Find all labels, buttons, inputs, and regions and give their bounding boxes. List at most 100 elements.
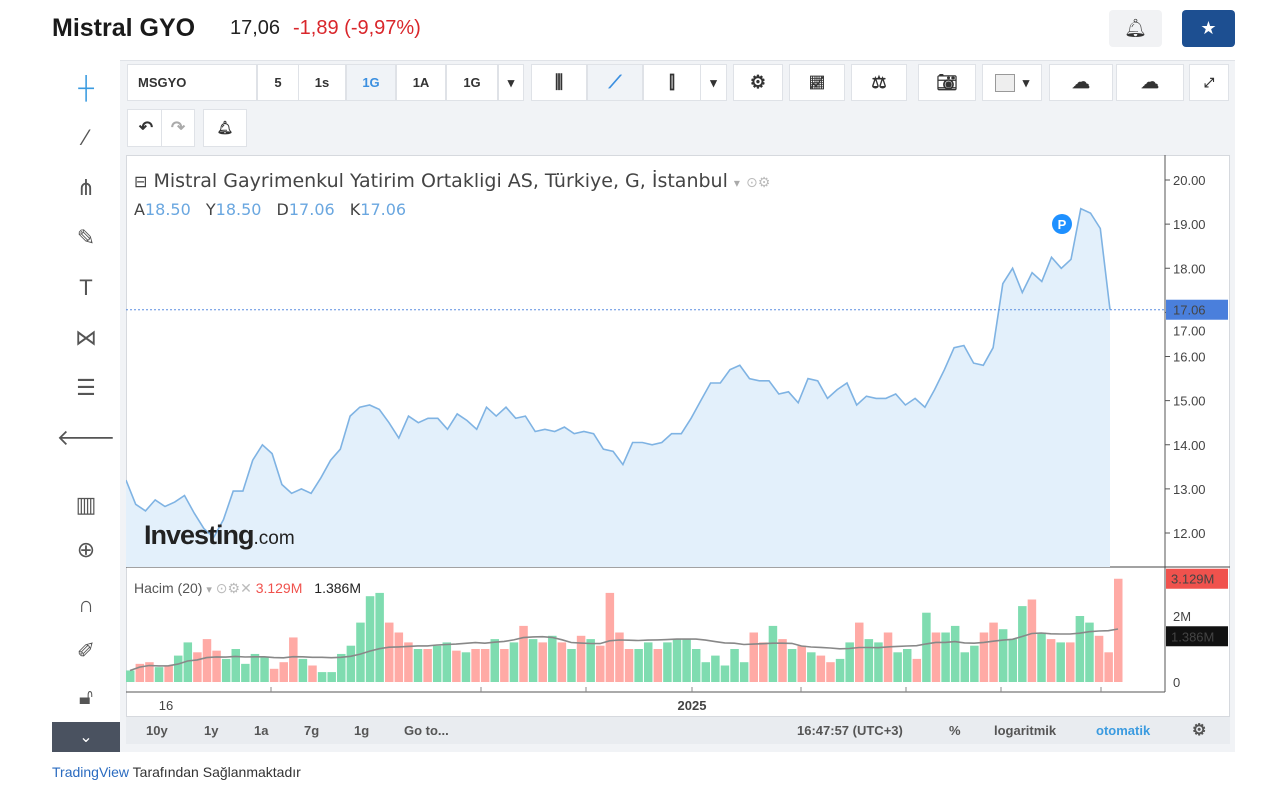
cloud-download-icon[interactable]: ☁ [1049,64,1113,101]
volume-bar [653,649,663,682]
crosshair-icon[interactable]: ┼ [78,75,94,100]
time-label: 2025 [678,698,707,713]
volume-bar [807,652,816,682]
indicators-icon[interactable]: 📈︎ [789,64,845,101]
volume-bar [548,635,557,682]
unlock-icon[interactable]: 🔓︎ [78,684,94,709]
volume-bar [317,672,327,682]
pitchfork-icon[interactable]: ⋔ [76,175,96,200]
price-tick-label: 18.00 [1173,261,1206,276]
volume-bar [874,642,883,682]
legend-dropdown-icon[interactable]: ▾ [733,176,740,190]
pattern-icon[interactable]: ⋈ [75,325,97,350]
lock-draw-icon[interactable]: ✐ [76,638,96,663]
volume-settings-icon[interactable]: ⊙⚙✕ [215,580,252,596]
undo-icon[interactable]: ↶ [127,109,165,147]
interval-1g[interactable]: 1G [346,64,396,101]
volume-bar [375,592,384,682]
range-7g[interactable]: 7g [304,723,320,738]
star-icon: ★ [1200,18,1217,38]
goto-button[interactable]: Go to... [404,723,449,738]
volume-bar [576,635,586,682]
volume-bar [202,639,212,682]
tradingview-link[interactable]: TradingView [52,764,130,780]
volume-bar [241,663,250,682]
color-picker[interactable]: ▾ [982,64,1042,101]
volume-bar [701,662,711,682]
fullscreen-icon[interactable]: ⤢ [1189,64,1229,101]
volume-dropdown-icon[interactable]: ▾ [206,584,212,596]
text-icon[interactable]: T [79,275,93,300]
arrow-left-icon[interactable]: 🡐 [56,425,116,450]
volume-bar [682,639,691,682]
area-chart-icon[interactable]: ⟋ [587,64,643,101]
volume-bar [634,649,643,682]
volume-bar [221,658,231,682]
page-title: Mistral GYO [52,14,196,42]
volume-bar [989,622,998,682]
chevron-down-icon[interactable]: ⌄ [52,722,120,752]
add-watchlist-button[interactable]: ★ [1182,10,1235,47]
compare-icon[interactable]: ⚖ [851,64,907,101]
range-1y[interactable]: 1y [204,723,219,738]
volume-bar [691,649,701,682]
collapse-icon[interactable]: ⊟ [134,172,148,191]
redo-icon[interactable]: ↷ [161,109,195,147]
candles-icon[interactable]: ⫼ [531,64,587,101]
interval-1s[interactable]: 1s [298,64,346,101]
symbol-input[interactable]: MSGYO [127,64,257,101]
magnet-icon[interactable]: ∩ [78,592,94,617]
time-label: 16 [159,698,173,713]
camera-icon[interactable]: 📷︎ [918,64,976,101]
create-alert-button[interactable]: 🔔︎ [1109,10,1162,47]
volume-bar [950,625,960,682]
price-tick-label: 20.00 [1173,173,1206,188]
volume-bar [337,653,346,682]
volume-bar [1104,652,1113,682]
measure-icon[interactable]: ▥ [75,492,97,517]
range-1g[interactable]: 1g [354,723,370,738]
auto-toggle[interactable]: otomatik [1096,723,1151,738]
volume-bar [672,639,682,682]
chart-type-dropdown[interactable]: ▾ [700,64,727,101]
range-10y[interactable]: 10y [146,723,168,738]
open-label: A [134,200,145,219]
volume-bar [720,665,730,682]
volume-bar [864,639,874,682]
ohlc-values: A18.50 Y18.50 D17.06 K17.06 [134,200,416,219]
volume-bar [787,649,797,682]
add-alert-icon[interactable]: 🔔︎ [203,109,247,147]
zoom-in-icon[interactable]: ⊕ [76,537,96,562]
high-value: 18.50 [215,200,262,219]
gear-icon[interactable]: ⚙ [1192,722,1207,739]
interval-dropdown[interactable]: ▾ [498,64,524,101]
volume-bar [250,653,260,682]
interval-5[interactable]: 5 [257,64,299,101]
volume-ma-badge [1166,626,1228,647]
volume-bar [1037,632,1046,682]
fib-icon[interactable]: ☰ [76,375,96,400]
interval-1a[interactable]: 1A [396,64,446,101]
legend-settings-icon[interactable]: ⊙⚙ [746,175,771,191]
volume-bar [500,649,509,682]
volume-bar [193,652,202,682]
brush-icon[interactable]: ✎ [76,225,96,250]
volume-bar [624,649,634,682]
price-chart[interactable]: 20.00 19.00 18.00 17.00 16.00 15.00 14.00 13.00… [126,155,1230,717]
volume-bar [423,649,432,682]
settings-icon[interactable]: ⚙ [733,64,783,101]
percent-toggle[interactable]: % [949,723,961,738]
bars-icon[interactable]: ⫿ [643,64,701,101]
volume-bar [739,662,749,682]
marker-icon [1052,214,1072,234]
log-toggle[interactable]: logaritmik [994,723,1057,738]
volume-bar [567,649,576,682]
price-line [126,207,1111,539]
clock: 16:47:57 (UTC+3) [797,723,903,738]
range-1a[interactable]: 1a [254,723,269,738]
trend-line-icon[interactable]: ⁄ [84,125,88,150]
volume-bar [1018,606,1027,682]
volume-bar [1046,639,1056,682]
cloud-upload-icon[interactable]: ☁ [1116,64,1184,101]
interval-1g-custom[interactable]: 1G [446,64,498,101]
